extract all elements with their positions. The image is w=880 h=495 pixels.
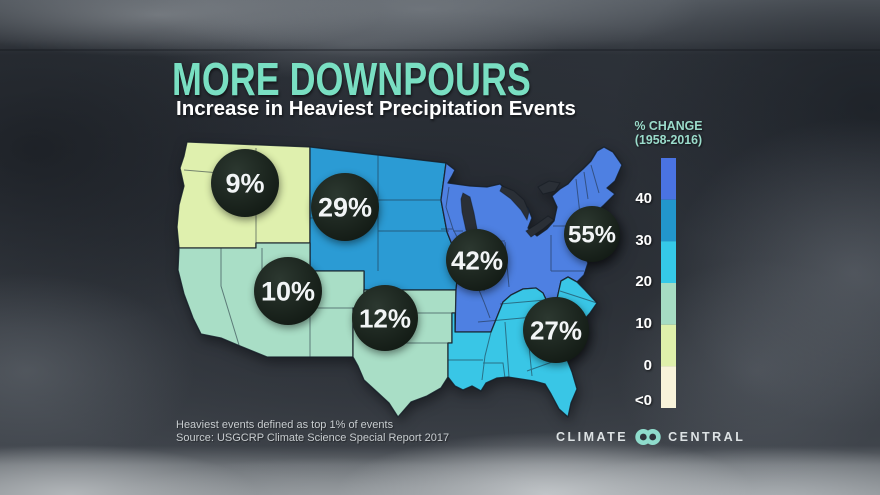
legend-tick-0: 0 — [643, 357, 652, 374]
value-badge-southeast: 27% — [523, 297, 589, 363]
legend-segment-lt0 — [661, 366, 676, 408]
value-badge-northwest: 9% — [211, 149, 279, 217]
svg-text:42%: 42% — [451, 245, 503, 275]
legend-segment-gt40 — [661, 158, 676, 200]
value-badge-northeast: 55% — [564, 206, 620, 262]
logo-word-climate: CLIMATE — [556, 430, 629, 444]
legend-segment-30-40 — [661, 199, 676, 242]
svg-text:27%: 27% — [530, 315, 582, 345]
footnote-source: Source: USGCRP Climate Science Special R… — [176, 432, 450, 444]
legend-title-line2: (1958-2016) — [634, 132, 703, 147]
legend-segment-10-20 — [661, 283, 676, 325]
logo-word-central: CENTRAL — [668, 430, 746, 444]
svg-text:12%: 12% — [359, 303, 411, 333]
lake-ontario — [537, 180, 561, 195]
legend-tick-10: 10 — [635, 315, 652, 332]
page-title: MORE DOWNPOURS — [172, 53, 531, 105]
legend-segment-0-10 — [661, 324, 676, 367]
great-lakes — [460, 180, 561, 239]
legend-title: % CHANGE (1958-2016) — [615, 119, 722, 147]
footnote-block: Heaviest events defined as top 1% of eve… — [176, 419, 449, 445]
svg-text:55%: 55% — [568, 222, 616, 249]
svg-text:10%: 10% — [261, 277, 315, 307]
legend-title-line1: % CHANGE — [634, 118, 703, 133]
svg-text:29%: 29% — [318, 193, 372, 223]
page-subtitle: Increase in Heaviest Precipitation Event… — [176, 97, 576, 120]
lake-erie — [525, 215, 555, 238]
climate-central-rings-icon — [635, 429, 661, 445]
climate-central-logo: CLIMATE CENTRAL — [556, 426, 745, 448]
footnote-definition: Heaviest events defined as top 1% of eve… — [176, 419, 394, 431]
value-badge-southwest: 10% — [254, 257, 322, 325]
value-badge-midwest: 42% — [446, 229, 508, 291]
legend-tick-20: 20 — [635, 273, 652, 290]
legend-tick-30: 30 — [635, 232, 652, 249]
lake-huron — [499, 185, 530, 222]
legend-segment-20-30 — [661, 241, 676, 283]
legend-tick-below-0: <0 — [634, 392, 652, 409]
value-badge-southern-great-plains: 12% — [352, 285, 418, 351]
svg-text:9%: 9% — [225, 169, 264, 199]
value-badge-northern-great-plains: 29% — [311, 173, 379, 241]
legend-tick-40: 40 — [635, 190, 652, 207]
legend-color-bar — [661, 158, 676, 408]
